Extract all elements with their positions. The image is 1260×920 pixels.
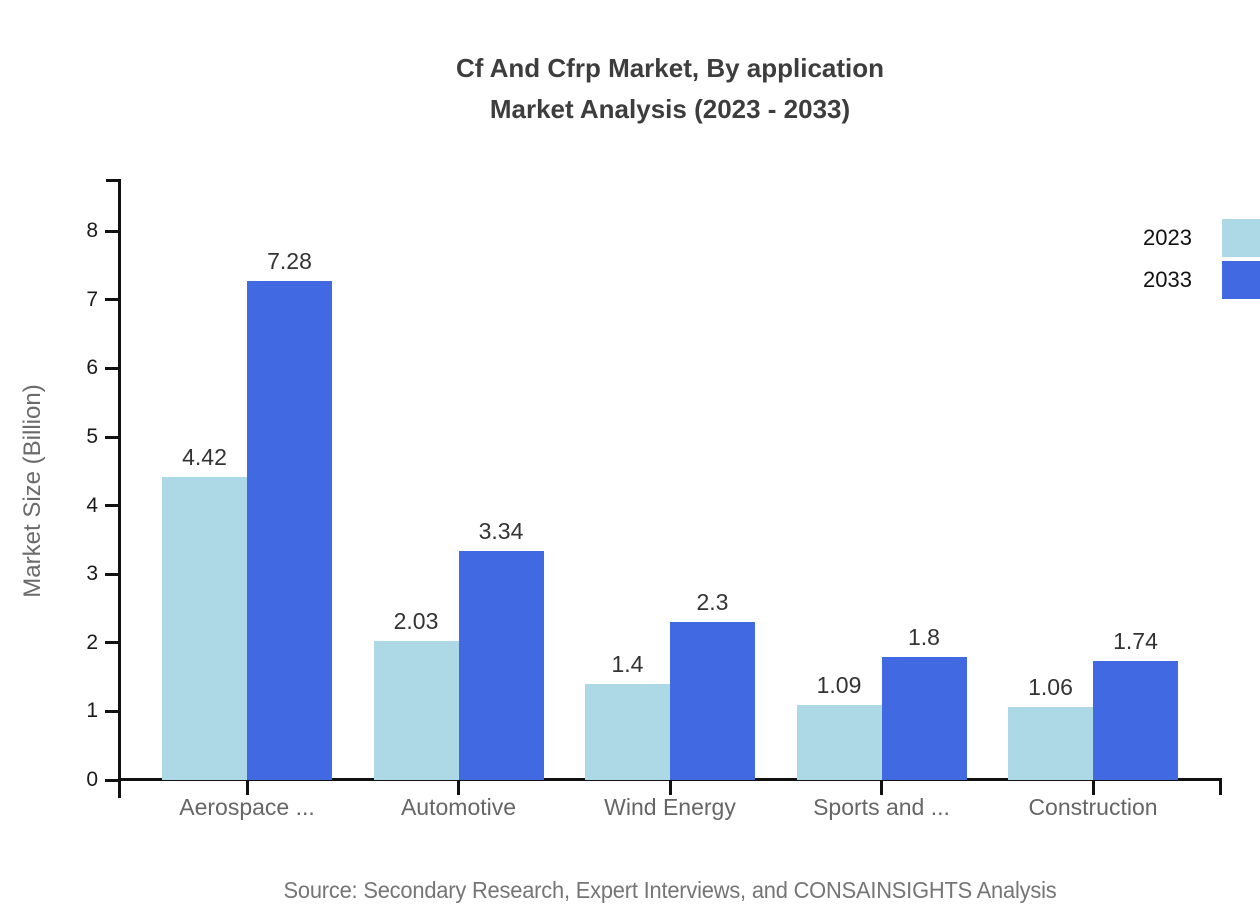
x-tick-mark: [245, 778, 249, 795]
bar-value-label: 4.42: [182, 443, 227, 470]
y-tick-mark: [105, 504, 119, 508]
bar-2033-1: [247, 280, 332, 780]
chart-title-line1: Cf And Cfrp Market, By application: [455, 53, 885, 83]
y-tick-label: 7: [86, 287, 98, 311]
y-tick-mark: [105, 435, 119, 439]
legend-swatch-2023: [1222, 219, 1260, 257]
y-tick-mark: [105, 572, 119, 576]
legend-label-2033: 2033: [1143, 267, 1192, 292]
chart-title: Cf And Cfrp Market, By application Marke…: [118, 48, 1222, 130]
y-tick-mark: [105, 778, 119, 782]
bar-value-label: 1.8: [908, 623, 940, 650]
legend-item-2023: 2023: [1138, 219, 1260, 257]
y-tick-label: 8: [86, 219, 98, 243]
bar-value-label: 7.28: [267, 247, 312, 274]
y-axis-top-cap: [106, 179, 121, 182]
y-tick-label: 2: [86, 630, 98, 654]
x-axis-end-tick: [1219, 778, 1222, 795]
y-tick-mark: [105, 366, 119, 370]
bar-2033-4: [881, 656, 967, 780]
y-tick-label: 5: [86, 425, 98, 448]
x-category-label: Construction: [1028, 794, 1158, 820]
y-axis-title: Market Size (Billion): [19, 384, 46, 598]
bar-2023-5: [1008, 707, 1093, 780]
bar-value-label: 3.34: [478, 517, 524, 544]
y-tick-mark: [105, 709, 119, 713]
x-tick-mark: [1091, 778, 1095, 795]
bar-2023-4: [796, 705, 882, 780]
y-tick-mark: [105, 641, 119, 645]
source-note: Source: Secondary Research, Expert Inter…: [283, 877, 1057, 903]
chart-title-line2: Market Analysis (2023 - 2033): [489, 94, 851, 124]
bar-value-label: 1.4: [611, 650, 644, 677]
bar-2023-3: [585, 683, 670, 780]
y-tick-label: 3: [86, 562, 98, 586]
y-tick-mark: [105, 229, 119, 233]
legend-item-2033: 2033: [1138, 261, 1260, 299]
y-tick-label: 1: [86, 699, 98, 723]
x-tick-mark: [880, 778, 883, 795]
x-category-label: Automotive: [400, 794, 517, 820]
y-tick-label: 4: [86, 493, 98, 517]
bar-value-label: 2.03: [393, 607, 439, 634]
bar-value-label: 1.74: [1113, 627, 1158, 654]
y-tick-label: 0: [86, 768, 98, 791]
x-category-label: Wind Energy: [604, 794, 736, 820]
x-category-label: Aerospace ...: [179, 794, 315, 820]
bar-value-label: 1.09: [816, 672, 862, 699]
bar-value-label: 1.06: [1028, 674, 1073, 701]
x-category-label: Sports and ...: [813, 794, 950, 820]
legend-swatch-2033: [1222, 261, 1260, 299]
legend: 2023 2033: [1138, 219, 1260, 303]
x-tick-mark: [457, 778, 460, 795]
x-tick-mark: [668, 778, 672, 795]
bar-2033-3: [670, 622, 755, 780]
y-tick-mark: [105, 298, 119, 302]
legend-label-2023: 2023: [1143, 225, 1192, 250]
bar-2023-2: [373, 640, 459, 780]
bar-2033-2: [458, 550, 544, 780]
bar-value-label: 2.3: [696, 589, 729, 616]
y-axis-line: [118, 179, 121, 798]
bar-2023-1: [162, 476, 247, 780]
bar-2033-5: [1093, 660, 1178, 780]
y-tick-label: 6: [86, 356, 98, 380]
